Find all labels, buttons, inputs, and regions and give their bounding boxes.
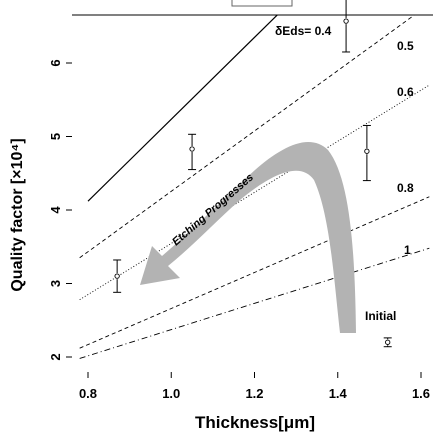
series-line-2 (79, 84, 430, 301)
x-tick-label: 1.2 (245, 386, 263, 401)
series-line-0 (87, 15, 279, 202)
series-line-3 (79, 196, 430, 349)
curve-label-0-4: δEds= 0.4 (275, 24, 332, 38)
series-lines (79, 15, 430, 359)
y-tick-label: 6 (48, 59, 63, 66)
curve-label-0-5: 0.5 (397, 39, 414, 53)
x-tick-label: 0.8 (79, 386, 97, 401)
curve-label-1: 1 (404, 243, 411, 257)
data-marker-0 (114, 273, 120, 279)
measurement-point-3 (362, 124, 371, 182)
legend-box-fragment (231, 0, 293, 7)
initial-label: Initial (365, 309, 396, 323)
data-marker-4 (385, 339, 391, 345)
data-marker-2 (343, 18, 349, 24)
y-axis-title: Quality factor [×10⁴] (9, 138, 26, 291)
etching-arrow: Etching Progresses (140, 142, 356, 333)
y-tick-label: 4 (48, 206, 63, 214)
series-line-1 (79, 15, 416, 259)
y-tick-label: 3 (48, 280, 63, 287)
x-axis-title: Thickness[μm] (195, 413, 315, 432)
measurement-point-1 (188, 133, 197, 171)
x-tick-label: 1.0 (162, 386, 180, 401)
etching-arrow-shape (140, 142, 356, 333)
measurement-point-0 (113, 259, 122, 293)
data-marker-3 (364, 148, 370, 154)
x-tick-label: 1.6 (412, 386, 430, 401)
x-tick-label: 1.4 (329, 386, 348, 401)
axes: 0.8 1.0 1.2 1.4 1.6 2 3 4 5 6 (48, 59, 430, 401)
series-line-4 (79, 247, 430, 359)
data-marker-1 (189, 146, 195, 152)
measurement-points (113, 0, 392, 348)
measurement-point-4 (383, 337, 392, 348)
curve-label-0-6: 0.6 (397, 85, 414, 99)
curve-label-0-8: 0.8 (397, 181, 414, 195)
y-tick-label: 5 (48, 133, 63, 140)
y-tick-label: 2 (48, 353, 63, 360)
curve-labels: δEds= 0.4 0.5 0.6 0.8 1 Initial (275, 24, 414, 323)
measurement-point-2 (342, 0, 351, 53)
